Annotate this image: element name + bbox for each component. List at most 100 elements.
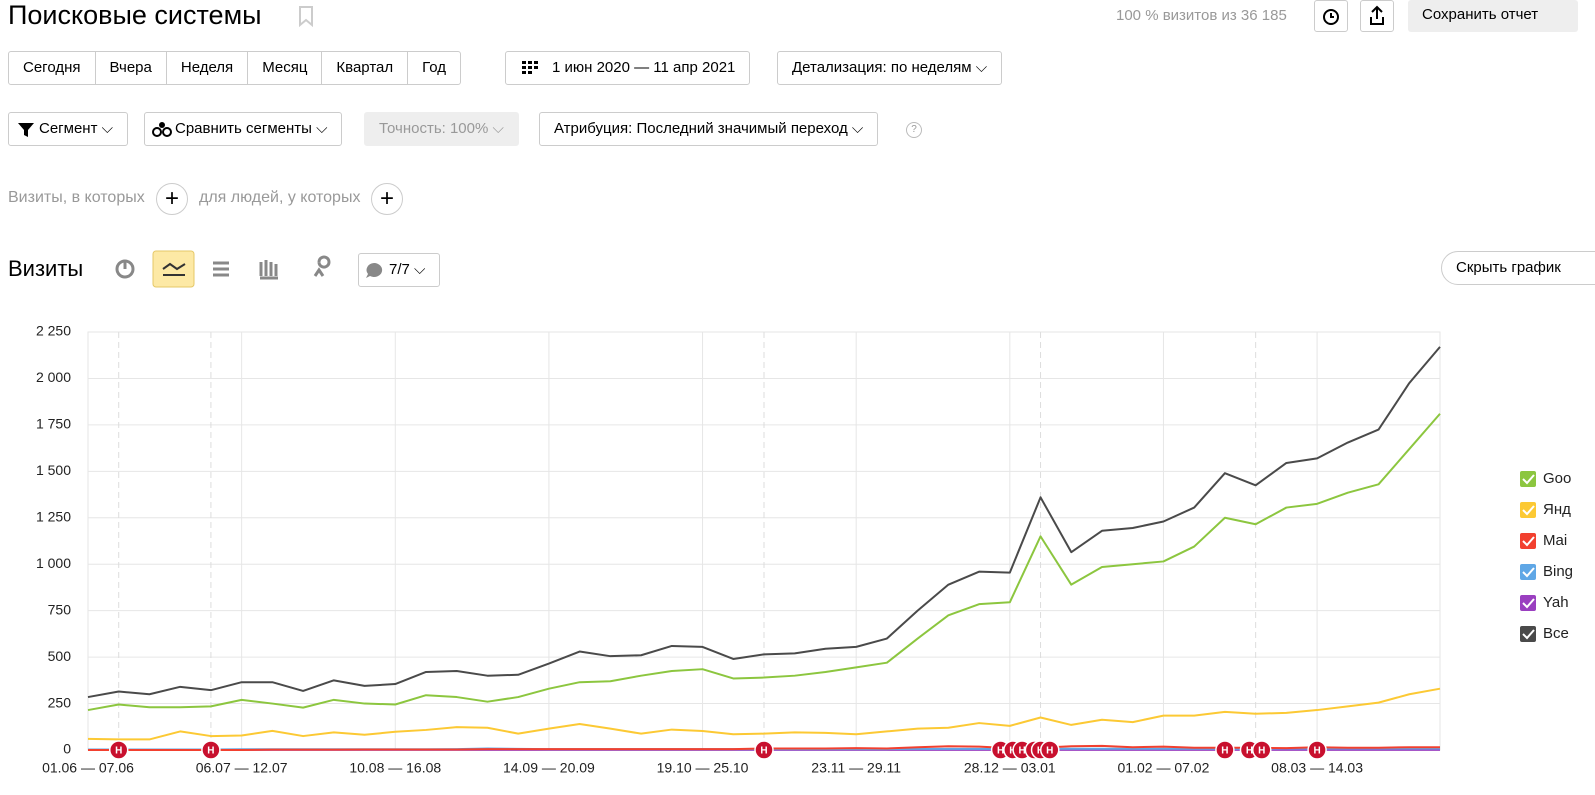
legend-label[interactable]: Bing [1543,563,1573,580]
compare-label: Сравнить сегменты [175,120,312,137]
detail-label: Детализация: по неделям [792,59,972,76]
help-icon[interactable]: ? [906,122,922,138]
period-button[interactable]: Сегодня [9,52,96,84]
notes-button[interactable]: 7/7 ⌵ [358,253,441,287]
accuracy-button[interactable]: Точность: 100% ⌵ [364,112,519,146]
period-button[interactable]: Год [422,59,447,76]
annotation-circle [201,740,221,760]
y-tick-label: 1 750 [36,416,71,432]
annotation-circle [1215,740,1235,760]
legend-label[interactable]: Янд [1543,501,1571,518]
y-tick-label: 1 500 [36,462,71,478]
x-tick-label: 06.07 — 12.07 [196,760,288,776]
annotation-text: Н [997,746,1004,757]
add-people-condition[interactable]: + [371,183,403,215]
legend-label[interactable]: Все [1543,625,1569,642]
save-report-button[interactable]: Сохранить отчет [1408,0,1578,32]
legend-checkbox [1520,502,1536,518]
annotation-text: Н [1246,746,1253,757]
annotation-marker[interactable]: Н [754,740,774,760]
x-tick-label: 08.03 — 14.03 [1271,760,1363,776]
pie-icon[interactable] [115,259,135,279]
legend-check [1522,567,1535,578]
accuracy-label: Точность: 100% [379,120,489,137]
export-button[interactable] [1360,0,1394,32]
legend-check [1522,629,1535,640]
line-icon [162,262,186,276]
x-tick-label: 19.10 — 25.10 [657,760,749,776]
annotation-circle [1252,740,1272,760]
bookmark-icon[interactable] [297,5,315,27]
x-tick-label: 14.09 — 20.09 [503,760,595,776]
history-button[interactable] [1314,0,1348,32]
series-line [87,687,1441,741]
annotation-text: Н [1018,746,1025,757]
period-button[interactable]: Месяц [248,52,323,84]
legend-label[interactable]: Mai [1543,532,1567,549]
annotation-text: Н [1313,746,1320,757]
annotation-text: Н [207,746,214,757]
annotation-circle [1040,740,1060,760]
attribution-button[interactable]: Атрибуция: Последний значимый переход ⌵ [539,112,879,146]
hide-chart-button[interactable]: Скрыть график [1441,251,1595,285]
y-tick-label: 1 250 [36,508,71,524]
line-icon-active[interactable] [152,250,195,288]
detail-button[interactable]: Детализация: по неделям ⌵ [777,51,1003,85]
legend-check [1522,505,1535,516]
x-tick-label: 01.02 — 07.02 [1118,760,1210,776]
series-line [87,346,1441,699]
y-tick-label: 250 [48,694,72,710]
map-icon[interactable] [313,255,331,277]
annotation-text: Н [1258,746,1265,757]
bar-icon[interactable] [259,260,278,280]
legend-label[interactable]: Yah [1543,594,1569,611]
people-condition: для людей, у которых [199,189,361,206]
y-tick-label: 0 [63,741,71,757]
add-visit-condition[interactable]: + [156,183,188,215]
period-button[interactable]: Вчера [96,52,167,84]
y-tick-label: 1 000 [36,555,71,571]
notes-label: 7/7 [389,261,410,278]
period-button[interactable]: Квартал [322,52,409,84]
metric-title: Визиты [8,256,84,281]
attribution-label: Атрибуция: Последний значимый переход [554,120,848,137]
annotation-marker[interactable]: Н [1307,740,1327,760]
date-range-button[interactable]: 1 июн 2020 — 11 апр 2021 [505,51,751,85]
legend-check [1522,536,1535,547]
visits-note: 100 % визитов из 36 185 [1116,7,1287,24]
legend-checkbox [1520,533,1536,549]
page-title: Поисковые системы [8,0,262,30]
y-tick-label: 2 250 [36,323,71,339]
annotation-marker[interactable]: Н [108,740,129,760]
area-icon[interactable] [213,261,229,277]
annotation-marker[interactable]: Н [201,740,221,760]
legend-check [1522,474,1535,485]
annotation-circle [1307,740,1327,760]
annotation-marker[interactable]: Н [1040,740,1060,760]
x-tick-label: 10.08 — 16.08 [349,760,441,776]
annotation-circle [108,740,129,760]
y-tick-label: 2 000 [36,369,71,385]
compare-button[interactable]: Сравнить сегменты ⌵ [144,112,343,146]
annotation-circle [754,740,774,760]
series-line [87,413,1441,712]
x-tick-label: 01.06 — 07.06 [42,760,134,776]
x-tick-label: 28.12 — 03.01 [964,760,1056,776]
visits-condition: Визиты, в которых [8,189,145,206]
legend-checkbox [1520,626,1536,642]
segment-button[interactable]: Сегмент ⌵ [8,112,129,146]
annotation-marker[interactable]: Н [1252,740,1272,760]
annotation-marker[interactable]: Н [1215,740,1235,760]
annotation-text: Н [1221,746,1228,757]
legend-check [1522,598,1535,609]
period-group: Сегодня Вчера Неделя Месяц Квартал Год [8,51,462,85]
y-tick-label: 500 [48,648,72,664]
legend-label[interactable]: Goo [1543,470,1571,487]
legend-checkbox [1520,471,1536,487]
period-button[interactable]: Неделя [167,52,249,84]
annotation-text: Н [760,746,767,757]
x-tick-label: 23.11 — 29.11 [811,760,901,776]
date-range: 1 июн 2020 — 11 апр 2021 [552,59,736,76]
annotation-text: Н [1046,746,1053,757]
